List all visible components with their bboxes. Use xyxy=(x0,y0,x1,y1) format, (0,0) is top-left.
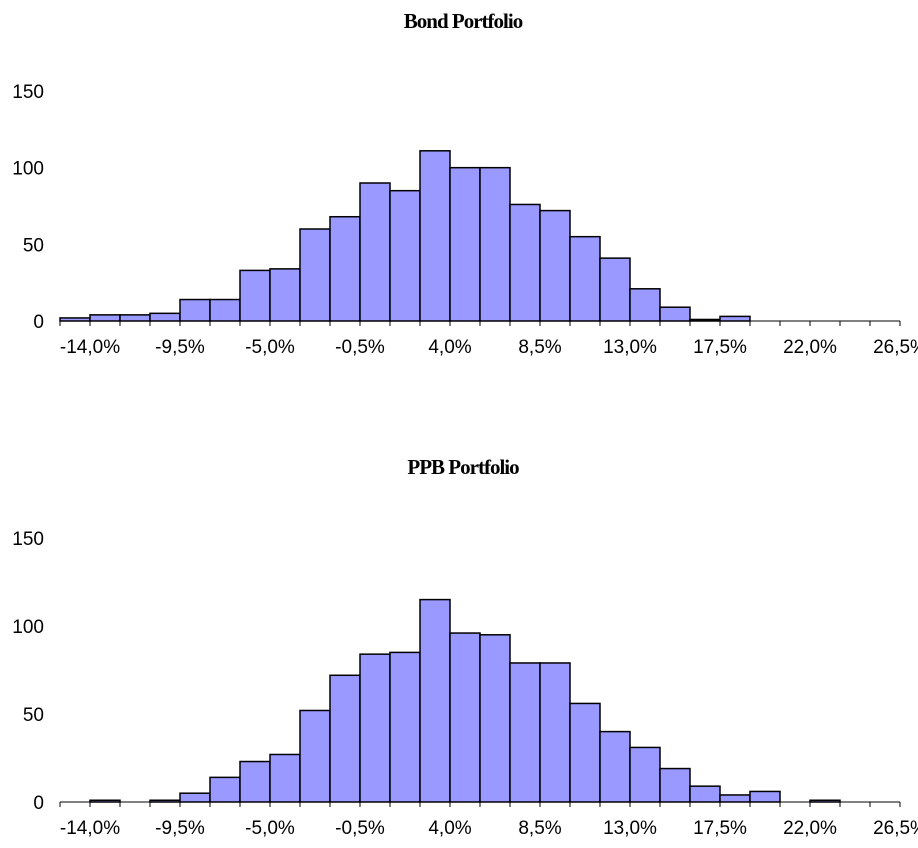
bars xyxy=(59,150,751,322)
histogram-bar xyxy=(569,702,601,803)
histogram-bar xyxy=(689,785,721,803)
x-axis: -14,0% -9,5% -5,0% -0,5% 4,0% 8,5% 13,0% 17,5% 2… xyxy=(59,801,918,839)
x-tick-label: 22,0% xyxy=(783,337,837,358)
histogram-bar xyxy=(389,189,421,322)
histogram-bar xyxy=(329,215,361,322)
histogram-bar xyxy=(629,746,661,803)
y-tick-label: 50 xyxy=(23,705,44,726)
histogram-bar xyxy=(749,790,781,803)
y-axis: 0 50 100 150 xyxy=(12,529,44,814)
x-tick-label: -14,0% xyxy=(60,818,120,839)
histogram-bar xyxy=(419,598,451,803)
x-tick-label: 26,5% xyxy=(873,818,918,839)
x-tick-label: 17,5% xyxy=(693,818,747,839)
histogram-bar xyxy=(269,268,301,322)
histogram-bar xyxy=(539,209,571,322)
y-axis: 0 50 100 150 xyxy=(12,82,44,333)
histogram-bar xyxy=(449,166,481,322)
x-tick-label: 17,5% xyxy=(693,337,747,358)
x-tick-label: 8,5% xyxy=(518,337,561,358)
x-tick-label: -9,5% xyxy=(155,818,205,839)
histogram-bar xyxy=(719,794,751,803)
histogram-bar xyxy=(599,730,631,803)
histogram-bar xyxy=(629,288,661,322)
histogram-bar xyxy=(539,662,571,803)
y-tick-label: 150 xyxy=(12,82,44,103)
histogram-bar xyxy=(389,651,421,803)
x-tick-label: 4,0% xyxy=(428,337,471,358)
histogram-bar xyxy=(329,674,361,803)
histogram-bar xyxy=(209,776,241,803)
x-tick-label: -0,5% xyxy=(335,337,385,358)
histogram-bar xyxy=(509,662,541,803)
histogram-bar xyxy=(89,314,121,322)
histogram-bar xyxy=(479,166,511,322)
y-tick-label: 0 xyxy=(33,312,44,333)
histogram-bar xyxy=(569,235,601,322)
histogram-bar xyxy=(119,314,151,322)
x-tick-label: -5,0% xyxy=(245,337,295,358)
chart-title: Bond Portfolio xyxy=(404,9,523,33)
histogram-bar xyxy=(299,228,331,322)
histogram-bar xyxy=(299,709,331,803)
y-tick-label: 0 xyxy=(33,793,44,814)
x-tick-label: 26,5% xyxy=(873,337,918,358)
y-tick-label: 100 xyxy=(12,617,44,638)
histogram-bar xyxy=(449,632,481,803)
ppb-portfolio-chart: PPB Portfolio 0 50 100 150 -14,0% -9,5% -5,0%… xyxy=(12,455,918,839)
y-tick-label: 150 xyxy=(12,529,44,550)
bars xyxy=(89,598,841,803)
histogram-bar xyxy=(179,298,211,322)
x-tick-label: 8,5% xyxy=(518,818,561,839)
y-tick-label: 100 xyxy=(12,159,44,180)
x-tick-label: 13,0% xyxy=(603,818,657,839)
histogram-bar xyxy=(269,753,301,803)
x-axis: -14,0% -9,5% -5,0% -0,5% 4,0% 8,5% 13,0% 17,5% 2… xyxy=(59,320,918,358)
bond-portfolio-chart: Bond Portfolio 0 50 100 150 -14,0% -9,5% -5,0… xyxy=(12,9,918,358)
x-tick-label: -5,0% xyxy=(245,818,295,839)
x-tick-label: -0,5% xyxy=(335,818,385,839)
histogram-bar xyxy=(149,312,181,322)
histogram-bar xyxy=(359,182,391,322)
x-tick-label: 4,0% xyxy=(428,818,471,839)
histogram-bar xyxy=(659,306,691,322)
x-tick-label: -14,0% xyxy=(60,337,120,358)
histogram-bar xyxy=(479,634,511,803)
y-tick-label: 50 xyxy=(23,235,44,256)
histogram-bar xyxy=(359,653,391,803)
histogram-bar xyxy=(239,269,271,322)
chart-title: PPB Portfolio xyxy=(407,455,519,479)
histogram-bar xyxy=(209,298,241,322)
histogram-bar xyxy=(659,767,691,803)
histogram-bar xyxy=(239,760,271,803)
histogram-bar xyxy=(419,150,451,322)
histogram-bar xyxy=(719,315,751,322)
x-tick-label: 13,0% xyxy=(603,337,657,358)
histogram-bar xyxy=(509,203,541,322)
x-tick-label: -9,5% xyxy=(155,337,205,358)
histogram-bar xyxy=(599,257,631,322)
x-tick-label: 22,0% xyxy=(783,818,837,839)
histogram-bar xyxy=(179,792,211,803)
